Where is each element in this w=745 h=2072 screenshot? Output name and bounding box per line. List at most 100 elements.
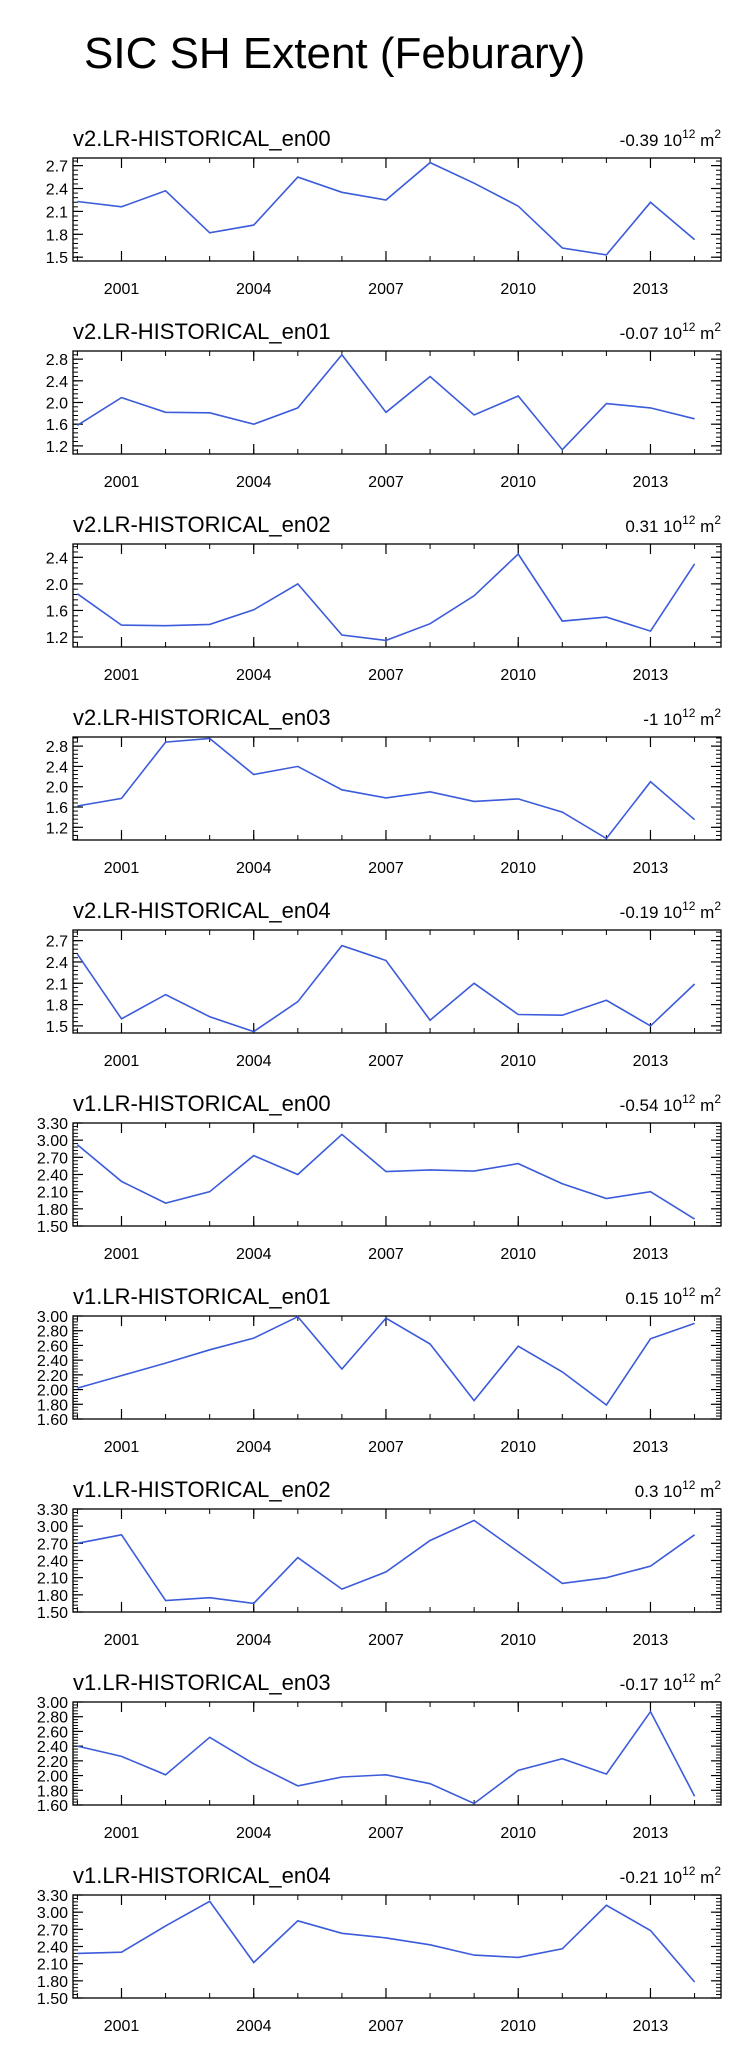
x-tick-label: 2013: [633, 2018, 669, 2035]
trend-value: -0.19: [620, 903, 663, 922]
y-tick-label: 2.8: [46, 739, 68, 756]
series-line: [76, 552, 696, 642]
chart-panel-2: v2.LR-HISTORICAL_en02 0.31 1012 m2 1.2 1.6 2…: [46, 512, 722, 684]
x-tick-label: 2007: [368, 1439, 404, 1456]
trend-value: -0.07: [620, 324, 663, 343]
trend-annotation: -0.07 1012 m2: [620, 320, 722, 343]
trend-value: -0.39: [620, 131, 663, 150]
trend-annotation: -0.54 1012 m2: [620, 1092, 722, 1115]
y-tick-label: 1.6: [46, 417, 68, 434]
x-tick-label: 2001: [104, 281, 140, 298]
trend-value: 0.15: [625, 1289, 663, 1308]
trend-annotation: 0.31 1012 m2: [625, 513, 721, 536]
x-tick-label: 2013: [633, 474, 669, 491]
y-tick-label: 2.70: [37, 1922, 68, 1939]
y-tick-label: 2.80: [37, 1710, 68, 1727]
y-tick-label: 1.6: [46, 603, 68, 620]
x-tick-label: 2007: [368, 474, 404, 491]
plot-frame: [72, 157, 722, 262]
y-tick-label: 1.8: [46, 998, 68, 1015]
series-line: [77, 1900, 696, 1983]
trend-annotation: -0.17 1012 m2: [620, 1671, 722, 1694]
plot-frame: [72, 1701, 722, 1806]
y-tick-label: 2.80: [37, 1324, 68, 1341]
y-tick-label: 1.50: [37, 1605, 68, 1622]
trend-unit: 10: [663, 517, 682, 536]
plot-frame: [72, 543, 722, 648]
y-tick-label: 2.40: [37, 1353, 68, 1370]
trend-exponent: 12: [682, 899, 696, 913]
x-tick-label: 2004: [236, 1246, 272, 1263]
x-tick-label: 2010: [500, 860, 536, 877]
trend-suffix-exponent: 2: [714, 899, 721, 913]
series-line: [77, 1519, 696, 1605]
y-tick-label: 2.40: [37, 1739, 68, 1756]
trend-value: -0.21: [620, 1868, 663, 1887]
y-tick-label: 2.20: [37, 1754, 68, 1771]
y-tick-label: 2.40: [37, 1940, 68, 1957]
trend-suffix-exponent: 2: [714, 1671, 721, 1685]
x-tick-label: 2004: [236, 1825, 272, 1842]
y-tick-label: 2.1: [46, 976, 68, 993]
y-tick-label: 1.2: [46, 439, 68, 456]
y-tick-label: 1.80: [37, 1783, 68, 1800]
x-tick-label: 2013: [633, 1632, 669, 1649]
trend-exponent: 12: [682, 1478, 696, 1492]
trend-annotation: -1 1012 m2: [643, 706, 721, 729]
trend-suffix-exponent: 2: [714, 1285, 721, 1299]
trend-annotation: 0.3 1012 m2: [635, 1478, 722, 1501]
x-tick-label: 2010: [500, 1439, 536, 1456]
plot-frame: [72, 736, 722, 841]
x-tick-label: 2013: [633, 1246, 669, 1263]
plot-frame: [72, 1508, 722, 1613]
y-tick-label: 2.00: [37, 1769, 68, 1786]
y-tick-label: 2.10: [37, 1571, 68, 1588]
x-tick-label: 2004: [236, 474, 272, 491]
chart-panel-4: v2.LR-HISTORICAL_en04 -0.19 1012 m2 1.5 1.8…: [46, 898, 722, 1070]
chart-panel-3: v2.LR-HISTORICAL_en03 -1 1012 m2 1.2 1.6 2.0…: [46, 705, 722, 877]
y-tick-label: 2.4: [46, 550, 68, 567]
y-tick-label: 3.00: [37, 1309, 68, 1326]
y-tick-label: 3.00: [37, 1133, 68, 1150]
panel-title: v1.LR-HISTORICAL_en00: [73, 1091, 331, 1116]
y-tick-label: 2.60: [37, 1724, 68, 1741]
trend-suffix: m: [695, 517, 714, 536]
y-tick-label: 2.00: [37, 1383, 68, 1400]
x-tick-label: 2010: [500, 474, 536, 491]
panel-title: v1.LR-HISTORICAL_en03: [73, 1670, 331, 1695]
y-tick-label: 2.4: [46, 374, 68, 391]
trend-suffix: m: [695, 1868, 714, 1887]
trend-suffix-exponent: 2: [714, 1478, 721, 1492]
trend-suffix-exponent: 2: [714, 1092, 721, 1106]
trend-exponent: 12: [682, 320, 696, 334]
trend-suffix: m: [695, 903, 714, 922]
y-tick-label: 1.60: [37, 1798, 68, 1815]
panel-title: v2.LR-HISTORICAL_en02: [73, 512, 331, 537]
series-line: [77, 737, 696, 840]
y-tick-label: 2.7: [46, 159, 68, 176]
panel-title: v2.LR-HISTORICAL_en04: [73, 898, 331, 923]
trend-exponent: 12: [682, 1092, 696, 1106]
series-line: [77, 1315, 695, 1407]
y-tick-label: 2.4: [46, 955, 68, 972]
trend-value: -1: [643, 710, 663, 729]
y-tick-label: 2.40: [37, 1554, 68, 1571]
plot-frame: [72, 1122, 722, 1227]
chart-panel-6: v1.LR-HISTORICAL_en01 0.15 1012 m2 1.601.8…: [37, 1284, 722, 1456]
series-line: [77, 161, 696, 256]
x-tick-label: 2013: [633, 860, 669, 877]
y-tick-label: 1.60: [37, 1412, 68, 1429]
x-tick-label: 2010: [500, 1053, 536, 1070]
trend-unit: 10: [663, 1868, 682, 1887]
trend-annotation: -0.39 1012 m2: [620, 127, 722, 150]
trend-suffix: m: [695, 1289, 714, 1308]
trend-suffix: m: [695, 1482, 714, 1501]
x-tick-label: 2001: [104, 2018, 140, 2035]
x-tick-label: 2007: [368, 1825, 404, 1842]
trend-exponent: 12: [682, 127, 696, 141]
y-tick-label: 2.7: [46, 934, 68, 951]
trend-value: 0.31: [625, 517, 663, 536]
y-tick-label: 1.80: [37, 1397, 68, 1414]
x-tick-label: 2004: [236, 667, 272, 684]
chart-panel-1: v2.LR-HISTORICAL_en01 -0.07 1012 m2 1.2 1.6…: [46, 319, 722, 491]
